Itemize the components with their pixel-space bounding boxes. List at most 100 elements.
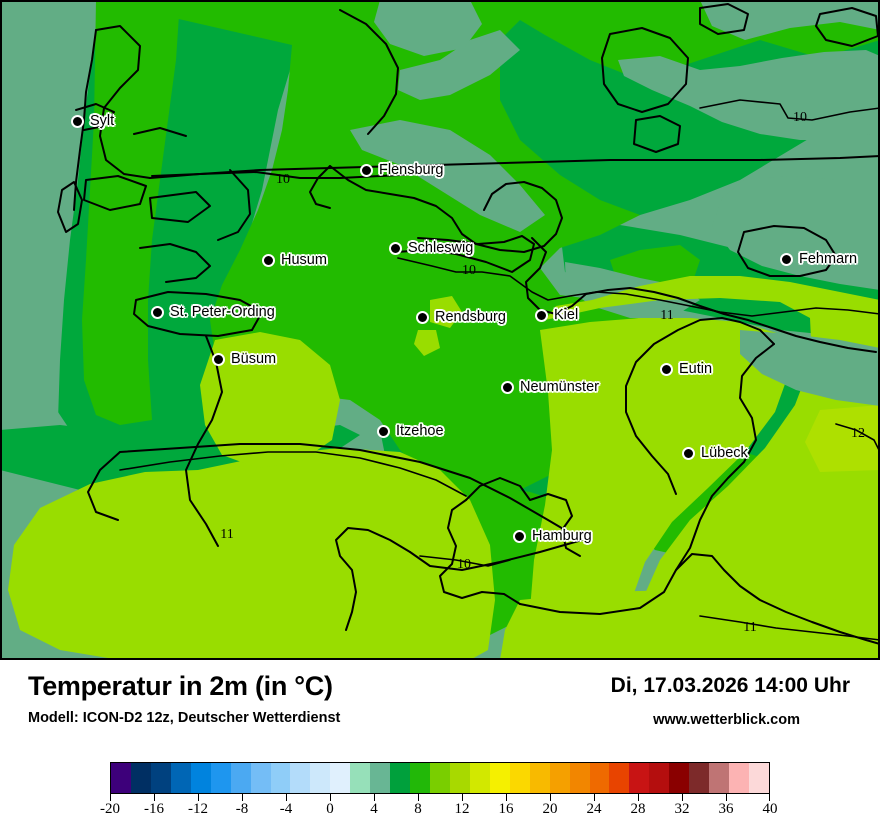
city-label: Kiel [554,307,579,323]
colorbar-swatch [629,763,650,793]
page-title: Temperatur in 2m (in °C) [28,671,333,701]
city-marker[interactable]: Neumünster [501,379,599,395]
colorbar-swatch [569,763,590,793]
colorbar-tick-label: 8 [414,801,422,817]
colorbar-tick-label: -20 [100,801,120,817]
city-dot-icon [377,424,390,438]
temperature-colorbar: -20 -16 -12 -8 -4 0 4 8 12 16 20 24 28 32 36 40 [100,762,778,817]
temp-band-11-12 [8,276,880,660]
colorbar-swatch [509,763,530,793]
colorbar-swatch [449,763,470,793]
colorbar-tick-label: 20 [542,801,558,817]
city-dot-icon [513,529,526,543]
colorbar-tick [374,794,375,801]
colorbar-tick-labels: -20 -16 -12 -8 -4 0 4 8 12 16 20 24 28 32 36 40 [100,801,778,821]
colorbar-tick [506,794,507,801]
colorbar-tick [198,794,199,801]
city-dot-icon [71,114,84,128]
city-label: Husum [281,252,327,268]
colorbar-tick-label: 24 [586,801,602,817]
city-dot-icon [212,352,225,366]
colorbar-swatch [370,763,391,793]
colorbar-tick-label: 36 [718,801,734,817]
colorbar-tick [726,794,727,801]
city-label: Itzehoe [396,423,444,439]
colorbar-swatch [150,763,171,793]
contour-value-label: 11 [743,620,757,635]
colorbar-tick-label: 28 [630,801,646,817]
city-marker[interactable]: St. Peter-Ording [151,304,275,320]
city-label: Eutin [679,361,713,377]
colorbar-ticks [110,794,770,801]
city-dot-icon [660,362,673,376]
colorbar-swatch [350,763,371,793]
map-raster [0,0,880,660]
colorbar-swatch [709,763,730,793]
colorbar-tick [638,794,639,801]
colorbar-swatch [469,763,490,793]
colorbar-tick-label: 12 [454,801,470,817]
colorbar-tick [242,794,243,801]
city-marker[interactable]: Eutin [660,361,712,377]
colorbar-tick [154,794,155,801]
colorbar-swatch [130,763,151,793]
map-footer: Temperatur in 2m (in °C) Modell: ICON-D2… [0,660,880,830]
city-label: Fehmarn [799,251,858,267]
colorbar-tick-label: -8 [235,801,249,817]
city-marker[interactable]: Lübeck [682,445,748,461]
city-label: Flensburg [379,162,444,178]
colorbar-tick [594,794,595,801]
colorbar-swatch [290,763,311,793]
temperature-map[interactable]: 10 10 10 11 12 11 10 11 Sylt Flensburg Husum Schle… [0,0,880,660]
colorbar-tick-label: 16 [498,801,514,817]
colorbar-swatch [270,763,291,793]
colorbar-tick-label: 32 [674,801,690,817]
colorbar-tick-label: -12 [188,801,208,817]
contour-value-label: 10 [457,557,471,572]
colorbar-swatch [589,763,610,793]
city-dot-icon [535,308,548,322]
isotherm-contours [119,99,880,641]
colorbar-swatches [110,762,770,794]
colorbar-swatch [330,763,351,793]
colorbar-swatch [410,763,430,793]
city-marker[interactable]: Büsum [212,351,276,367]
city-label: St. Peter-Ording [170,304,275,320]
colorbar-tick-label: 4 [370,801,378,817]
colorbar-swatch [390,763,411,793]
contour-value-label: 10 [276,172,290,187]
city-marker[interactable]: Itzehoe [377,423,444,439]
city-marker[interactable]: Rendsburg [416,309,506,325]
city-marker[interactable]: Kiel [535,307,578,323]
city-dot-icon [501,380,514,394]
contour-value-label: 10 [462,263,476,278]
city-label: Schleswig [408,240,474,256]
colorbar-swatch [489,763,510,793]
city-marker[interactable]: Flensburg [360,162,443,178]
colorbar-swatch [190,763,211,793]
city-marker[interactable]: Fehmarn [780,251,857,267]
city-dot-icon [360,163,373,177]
colorbar-tick [418,794,419,801]
website-url: www.wetterblick.com [653,712,800,728]
colorbar-tick [769,794,770,801]
contour-value-label: 11 [660,308,674,323]
colorbar-swatch [310,763,331,793]
city-label: Sylt [90,113,115,129]
colorbar-tick-label: -4 [279,801,293,817]
colorbar-tick [462,794,463,801]
colorbar-swatch [230,763,251,793]
city-marker[interactable]: Schleswig [389,240,473,256]
city-marker[interactable]: Hamburg [513,528,592,544]
city-dot-icon [780,252,793,266]
city-dot-icon [262,253,275,267]
city-dot-icon [682,446,695,460]
city-dot-icon [151,305,164,319]
colorbar-swatch [729,763,749,793]
city-label: Lübeck [701,445,748,461]
colorbar-swatch [111,763,131,793]
model-subtitle: Modell: ICON-D2 12z, Deutscher Wetterdie… [28,710,341,726]
city-marker[interactable]: Husum [262,252,327,268]
colorbar-tick [682,794,683,801]
city-marker[interactable]: Sylt [71,113,114,129]
